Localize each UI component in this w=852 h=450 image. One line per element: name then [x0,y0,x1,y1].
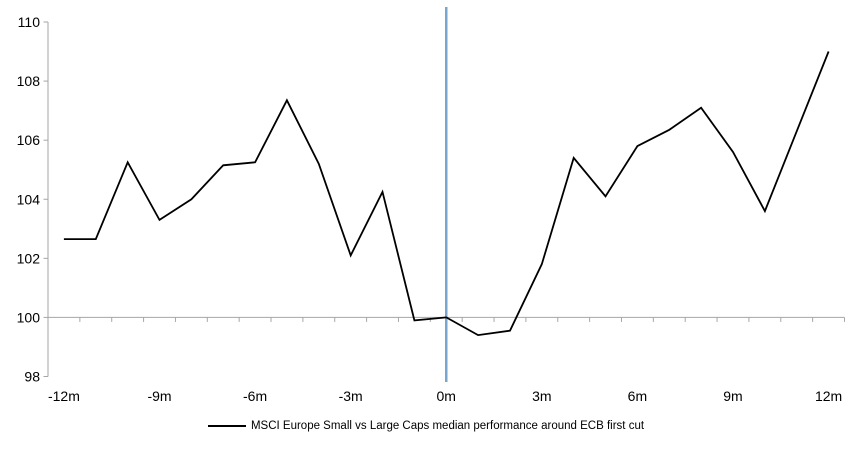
legend: MSCI Europe Small vs Large Caps median p… [0,417,852,435]
x-tick-label: -3m [339,388,363,404]
x-tick-label: 0m [437,388,456,404]
y-tick-label: 110 [18,14,41,30]
legend-line-sample [207,425,246,427]
y-tick-label: 104 [17,191,41,207]
x-tick-label: 9m [723,388,742,404]
series-polyline [63,51,830,337]
x-tick-label: -12m [48,388,80,404]
series-line [63,51,830,337]
x-tick-label: -9m [147,388,171,404]
y-tick-label: 106 [17,132,41,148]
x-tick-label: -6m [243,388,267,404]
x-tick-label: 6m [628,388,647,404]
y-tick-label: 98 [24,369,40,385]
x-tick-label: 3m [532,388,551,404]
y-tick-label: 100 [17,309,41,325]
y-axis [43,21,49,377]
x-tick-label: 12m [815,388,842,404]
x-axis-labels: -12m -9m -6m -3m 0m 3m 6m 9m 12m [48,388,842,404]
y-tick-label: 102 [17,250,41,266]
y-tick-label: 108 [17,73,41,89]
y-axis-labels: 98 100 102 104 106 108 110 [17,14,41,385]
legend-label: MSCI Europe Small vs Large Caps median p… [250,420,645,432]
